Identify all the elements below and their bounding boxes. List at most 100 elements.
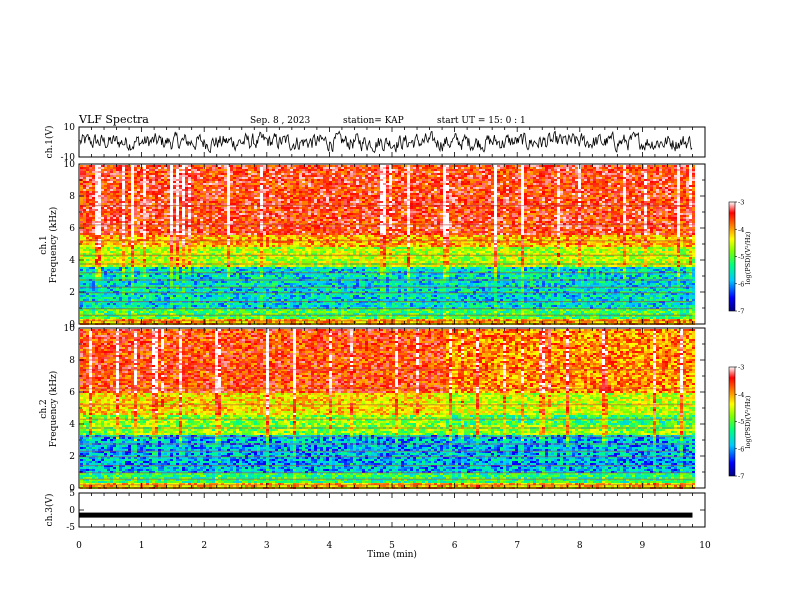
spectrogram-cell <box>170 295 173 297</box>
spectrogram-cell <box>128 167 131 169</box>
spectrogram-cell <box>80 297 83 299</box>
spectrogram-cell <box>161 307 164 309</box>
spectrogram-cell <box>83 297 86 299</box>
spectrogram-cell <box>116 175 119 177</box>
spectrogram-cell <box>152 267 155 269</box>
spectrogram-cell <box>125 225 128 227</box>
spectrogram-cell <box>110 249 113 251</box>
spectrogram-cell <box>209 257 212 259</box>
spectrogram-cell <box>191 221 194 223</box>
spectrogram-cell <box>188 321 191 323</box>
spectrogram-cell <box>170 319 173 321</box>
spectrogram-cell <box>164 177 167 179</box>
spectrogram-cell <box>92 183 95 185</box>
spectrogram-cell <box>230 251 233 253</box>
spectrogram-cell <box>140 303 143 305</box>
spectrogram-cell <box>92 283 95 285</box>
spectrogram-cell <box>173 217 176 219</box>
spectrogram-cell <box>110 213 113 215</box>
spectrogram-cell <box>137 181 140 183</box>
spectrogram-cell <box>224 273 227 275</box>
spectrogram-cell <box>86 251 89 253</box>
spectrogram-cell <box>158 175 161 177</box>
spectrogram-cell <box>239 181 242 183</box>
spectrogram-cell <box>110 203 113 205</box>
spectrogram-cell <box>107 257 110 259</box>
spectrogram-cell <box>80 295 83 297</box>
spectrogram-cell <box>188 207 191 209</box>
spectrogram-cell <box>203 209 206 211</box>
spectrogram-cell <box>164 295 167 297</box>
spectrogram-cell <box>128 283 131 285</box>
spectrogram-cell <box>182 193 185 195</box>
spectrogram-cell <box>155 311 158 313</box>
spectrogram-cell <box>113 187 116 189</box>
spectrogram-cell <box>251 297 254 299</box>
spectrogram-cell <box>167 271 170 273</box>
spectrogram-cell <box>122 239 125 241</box>
spectrogram-cell <box>170 309 173 311</box>
spectrogram-cell <box>227 169 230 171</box>
spectrogram-cell <box>212 199 215 201</box>
spectrogram-cell <box>185 231 188 233</box>
spectrogram-cell <box>128 185 131 187</box>
spectrogram-cell <box>167 265 170 267</box>
spectrogram-cell <box>95 299 98 301</box>
spectrogram-cell <box>107 179 110 181</box>
spectrogram-cell <box>119 185 122 187</box>
spectrogram-cell <box>155 293 158 295</box>
spectrogram-cell <box>119 181 122 183</box>
spectrogram-cell <box>104 221 107 223</box>
spectrogram-cell <box>224 225 227 227</box>
spectrogram-cell <box>83 193 86 195</box>
spectrogram-cell <box>242 285 245 287</box>
spectrogram-cell <box>257 225 260 227</box>
spectrogram-cell <box>83 265 86 267</box>
spectrogram-cell <box>158 177 161 179</box>
spectrogram-cell <box>119 187 122 189</box>
spectrogram-cell <box>104 321 107 323</box>
spectrogram-cell <box>239 247 242 249</box>
spectrogram-cell <box>155 215 158 217</box>
spectrogram-cell <box>143 241 146 243</box>
spectrogram-cell <box>101 247 104 249</box>
spectrogram-cell <box>194 269 197 271</box>
spectrogram-cell <box>170 317 173 319</box>
spectrogram-cell <box>197 259 200 261</box>
spectrogram-cell <box>161 183 164 185</box>
spectrogram-cell <box>194 231 197 233</box>
spectrogram-cell <box>239 227 242 229</box>
spectrogram-cell <box>251 247 254 249</box>
spectrogram-cell <box>170 201 173 203</box>
spectrogram-cell <box>242 229 245 231</box>
spectrogram-cell <box>230 289 233 291</box>
spectrogram-cell <box>137 233 140 235</box>
spectrogram-cell <box>116 219 119 221</box>
spectrogram-cell <box>86 169 89 171</box>
spectrogram-cell <box>257 215 260 217</box>
spectrogram-cell <box>140 191 143 193</box>
spectrogram-cell <box>107 261 110 263</box>
spectrogram-cell <box>158 235 161 237</box>
spectrogram-cell <box>185 315 188 317</box>
spectrogram-cell <box>131 269 134 271</box>
spectrogram-cell <box>152 211 155 213</box>
spectrogram-cell <box>83 173 86 175</box>
spectrogram-cell <box>104 259 107 261</box>
spectrogram-cell <box>251 275 254 277</box>
spectrogram-cell <box>128 297 131 299</box>
spectrogram-cell <box>170 261 173 263</box>
spectrogram-cell <box>239 261 242 263</box>
spectrogram-cell <box>206 257 209 259</box>
spectrogram-cell <box>101 259 104 261</box>
spectrogram-cell <box>128 201 131 203</box>
spectrogram-cell <box>236 183 239 185</box>
spectrogram-cell <box>164 197 167 199</box>
spectrogram-cell <box>248 177 251 179</box>
spectrogram-cell <box>191 283 194 285</box>
spectrogram-cell <box>134 171 137 173</box>
spectrogram-cell <box>254 171 257 173</box>
spectrogram-cell <box>239 217 242 219</box>
spectrogram-cell <box>92 185 95 187</box>
spectrogram-cell <box>92 175 95 177</box>
